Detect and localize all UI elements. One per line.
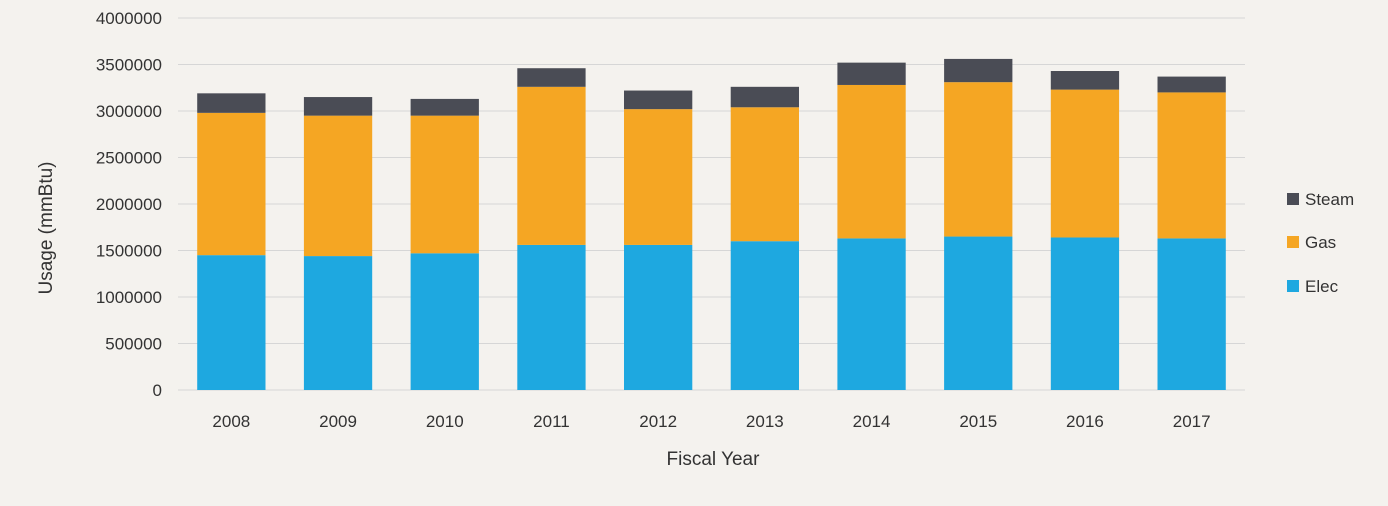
bar-gas-2017 <box>1157 92 1226 239</box>
bar-steam-2016 <box>1050 71 1120 90</box>
bar-elec-2015 <box>944 236 1013 390</box>
bar-gas-2010 <box>410 115 479 254</box>
x-axis-title: Fiscal Year <box>667 449 761 470</box>
x-tick-label: 2008 <box>212 412 250 431</box>
y-tick-label: 2500000 <box>96 149 162 168</box>
x-tick-label: 2015 <box>959 412 997 431</box>
x-tick-label: 2014 <box>853 412 891 431</box>
bar-steam-2015 <box>944 58 1013 83</box>
bar-elec-2012 <box>624 244 693 390</box>
bar-elec-2016 <box>1050 237 1120 390</box>
y-tick-label: 3500000 <box>96 56 162 75</box>
bar-gas-2015 <box>944 82 1013 237</box>
bars <box>197 58 1226 390</box>
bar-gas-2014 <box>837 84 906 239</box>
y-tick-label: 2000000 <box>96 195 162 214</box>
legend-swatch-gas <box>1287 236 1299 248</box>
bar-gas-2009 <box>303 115 373 257</box>
bar-steam-2012 <box>624 90 693 110</box>
x-tick-label: 2010 <box>426 412 464 431</box>
bar-elec-2010 <box>410 253 479 390</box>
y-tick-label: 1500000 <box>96 242 162 261</box>
legend-swatch-elec <box>1287 280 1299 292</box>
legend-label-gas: Gas <box>1305 233 1336 252</box>
bar-steam-2008 <box>197 93 266 113</box>
bar-elec-2013 <box>730 241 799 390</box>
bar-gas-2016 <box>1050 89 1120 238</box>
x-tick-label: 2012 <box>639 412 677 431</box>
bar-steam-2017 <box>1157 76 1226 93</box>
bar-elec-2017 <box>1157 238 1226 390</box>
bar-gas-2008 <box>197 112 266 256</box>
bar-gas-2011 <box>517 86 586 245</box>
bar-gas-2013 <box>730 107 799 242</box>
axes: Usage (mmBtu) Fiscal Year 0 500000 1000000… <box>36 9 1211 470</box>
bar-steam-2013 <box>730 86 799 108</box>
bar-elec-2008 <box>197 255 266 390</box>
y-axis-title: Usage (mmBtu) <box>36 161 57 294</box>
y-tick-label: 0 <box>153 381 162 400</box>
x-tick-label: 2013 <box>746 412 784 431</box>
legend-swatch-steam <box>1287 193 1299 205</box>
bar-steam-2014 <box>837 62 906 85</box>
y-tick-label: 1000000 <box>96 288 162 307</box>
x-tick-label: 2011 <box>533 412 570 431</box>
x-tick-label: 2017 <box>1173 412 1211 431</box>
x-tick-label: 2009 <box>319 412 357 431</box>
legend: Steam Gas Elec <box>1287 190 1354 296</box>
bar-gas-2012 <box>624 109 693 245</box>
legend-label-elec: Elec <box>1305 277 1339 296</box>
bar-elec-2014 <box>837 238 906 390</box>
x-tick-label: 2016 <box>1066 412 1104 431</box>
y-tick-label: 4000000 <box>96 9 162 28</box>
y-tick-label: 3000000 <box>96 102 162 121</box>
bar-steam-2010 <box>410 98 479 116</box>
bar-elec-2011 <box>517 244 586 390</box>
bar-steam-2009 <box>303 97 373 116</box>
bar-elec-2009 <box>303 256 373 390</box>
bar-steam-2011 <box>517 68 586 87</box>
legend-label-steam: Steam <box>1305 190 1354 209</box>
y-tick-label: 500000 <box>105 335 162 354</box>
